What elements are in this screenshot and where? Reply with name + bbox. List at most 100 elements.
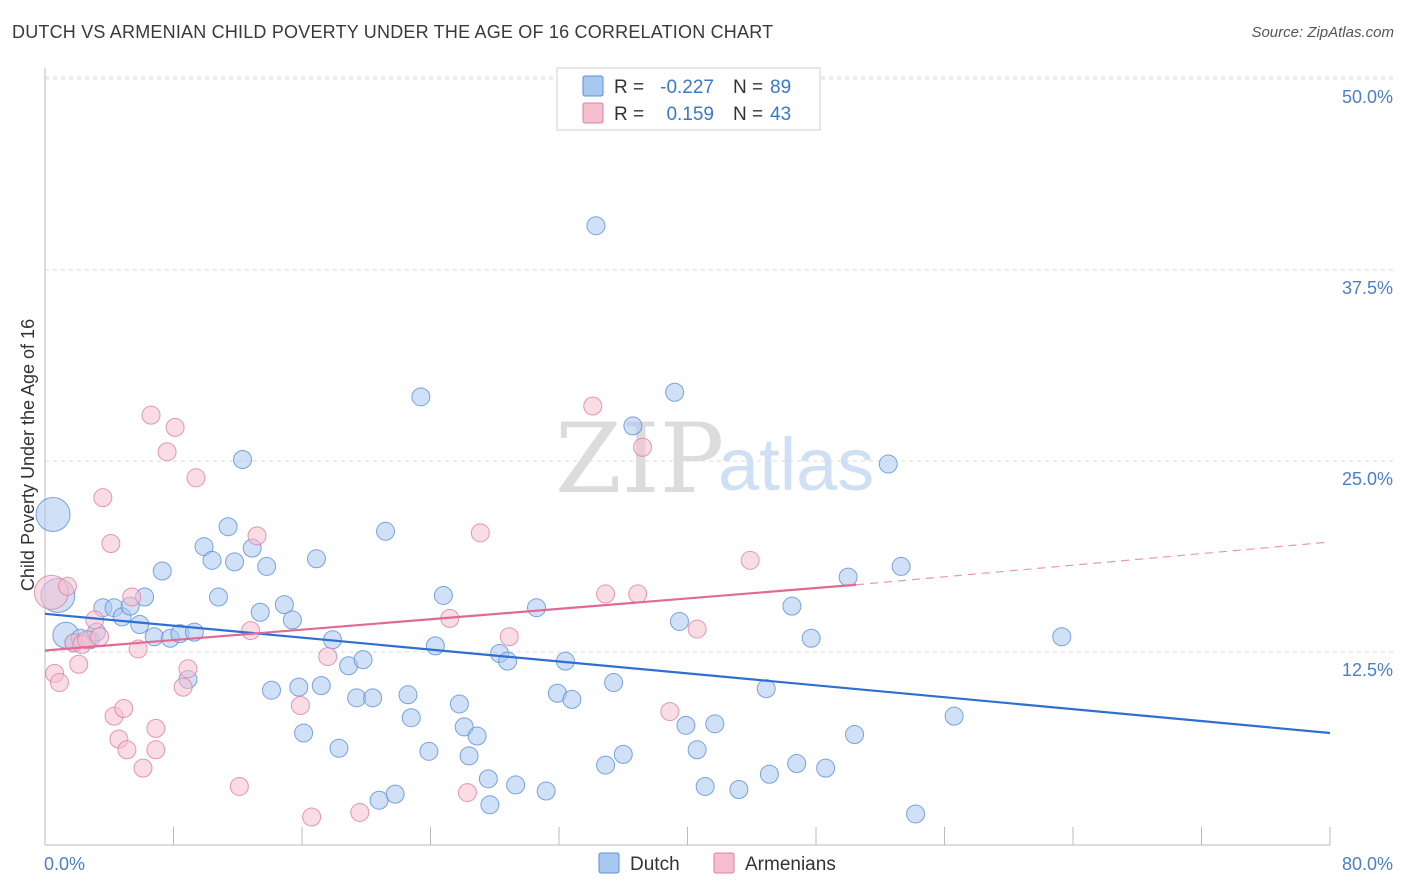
legend-r-label: R = — [614, 104, 644, 125]
legend-n-value: 89 — [770, 77, 791, 98]
dutch-point — [425, 636, 445, 656]
trend-lines — [44, 541, 1331, 735]
legend-r-label: R = — [614, 77, 644, 98]
dutch-point — [478, 769, 498, 789]
legend-n-value: 43 — [770, 104, 791, 125]
armenians-point — [583, 396, 603, 416]
armenians-point — [687, 619, 707, 639]
armenians-point — [457, 783, 477, 803]
dutch-point — [401, 708, 421, 728]
dutch-point — [782, 596, 802, 616]
dutch-point — [385, 784, 405, 804]
dutch-trend-line — [44, 612, 1331, 735]
dutch-point — [419, 741, 439, 761]
dutch-point — [586, 216, 606, 236]
armenians-point — [57, 576, 77, 596]
armenians-point — [122, 587, 142, 607]
dutch-point — [527, 598, 547, 618]
y-tick-label: 12.5% — [1342, 660, 1393, 680]
dutch-point — [729, 780, 749, 800]
armenians-point — [90, 627, 110, 647]
dutch-point — [233, 449, 253, 469]
dutch-point — [411, 387, 431, 407]
armenians-point — [69, 654, 89, 674]
bottom-legend-label: Dutch — [630, 854, 680, 875]
dutch-point — [347, 688, 367, 708]
armenians-point — [178, 659, 198, 679]
armenians-point — [350, 802, 370, 822]
x-tick-label-max: 80.0% — [1342, 854, 1393, 874]
bottom-legend-label: Armenians — [745, 854, 836, 875]
dutch-point — [454, 717, 474, 737]
dutch-point — [467, 726, 487, 746]
armenians-point — [241, 621, 261, 641]
legend-swatch — [582, 75, 604, 97]
dutch-point — [845, 725, 865, 745]
armenians-point — [146, 740, 166, 760]
legend-n-label: N = — [733, 104, 763, 125]
armenians-point — [318, 647, 338, 667]
dutch-point — [329, 738, 349, 758]
armenians-point — [93, 488, 113, 508]
legend-r-value: -0.227 — [660, 77, 714, 98]
armenians-point — [141, 405, 161, 425]
dutch-point — [274, 595, 294, 615]
legend-n-label: N = — [733, 77, 763, 98]
dutch-point — [294, 723, 314, 743]
dutch-point — [801, 628, 821, 648]
armenians-point — [146, 718, 166, 738]
armenians-point — [470, 523, 490, 543]
dutch-point — [787, 754, 807, 774]
dutch-point — [376, 521, 396, 541]
dutch-point — [498, 651, 518, 671]
armenians-trend-line — [44, 583, 857, 652]
armenians-point — [117, 740, 137, 760]
watermark-atlas: atlas — [718, 423, 874, 506]
bottom-legend-swatch — [598, 852, 620, 874]
legend-r-value: 0.159 — [666, 104, 714, 125]
armenians-point — [660, 702, 680, 722]
dutch-point — [225, 552, 245, 572]
dutch-point — [906, 804, 926, 824]
dutch-point — [1052, 627, 1072, 647]
bottom-legend: Dutch Armenians — [598, 852, 836, 875]
dutch-point — [130, 614, 150, 634]
dutch-point — [623, 416, 643, 436]
dutch-point — [433, 585, 453, 605]
dutch-point — [202, 550, 222, 570]
dutch-point — [398, 685, 418, 705]
armenians-point — [173, 677, 193, 697]
dutch-point — [449, 694, 469, 714]
armenians-point — [247, 526, 267, 546]
axes — [44, 68, 1331, 846]
dutch-point — [562, 689, 582, 709]
dutch-point — [282, 610, 302, 630]
dutch-point — [838, 567, 858, 587]
dutch-point — [353, 650, 373, 670]
dutch-point — [363, 688, 383, 708]
dutch-point — [759, 764, 779, 784]
armenians-point — [596, 584, 616, 604]
legend-swatch — [582, 102, 604, 124]
armenians-point — [229, 776, 249, 796]
x-tick-label-min: 0.0% — [44, 854, 85, 874]
dutch-point — [665, 382, 685, 402]
dutch-point — [705, 714, 725, 734]
dutch-point — [261, 680, 281, 700]
armenians-point — [165, 417, 185, 437]
y-tick-label: 25.0% — [1342, 469, 1393, 489]
dutch-point — [480, 795, 500, 815]
dutch-point — [816, 758, 836, 778]
dutch-point — [613, 744, 633, 764]
armenians-point — [114, 699, 134, 719]
dutch-point — [289, 677, 309, 697]
armenians-point — [499, 627, 519, 647]
armenians-point — [628, 584, 648, 604]
dutch-point — [536, 781, 556, 801]
dutch-point — [311, 676, 331, 696]
y-tick-label: 37.5% — [1342, 278, 1393, 298]
dutch-point — [306, 549, 326, 569]
armenians-point — [133, 758, 153, 778]
legend: R = -0.227 N = 89 R = 0.159 N = 43 — [556, 67, 821, 131]
